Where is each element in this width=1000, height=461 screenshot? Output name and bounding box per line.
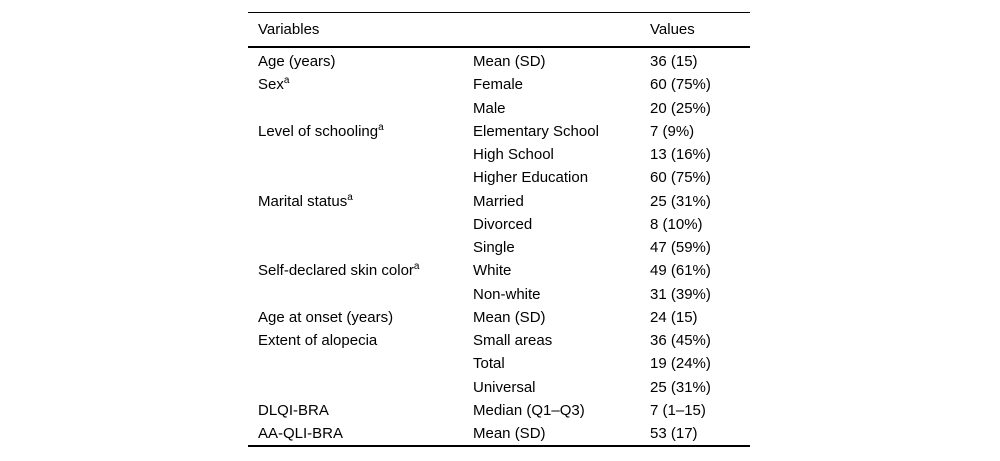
table-row: Marital statusa Married 25 (31%)	[248, 190, 750, 213]
table-row: Extent of alopecia Small areas 36 (45%)	[248, 329, 750, 352]
table-row: Level of schoolinga Elementary School 7 (9…	[248, 120, 750, 143]
table-row: Single 47 (59%)	[248, 236, 750, 259]
column-header-variables: Variables	[248, 12, 473, 48]
table-row: Age (years) Mean (SD) 36 (15)	[248, 47, 750, 73]
category-cell: Female	[473, 76, 524, 94]
category-cell: White	[473, 262, 512, 280]
value-cell: 60 (75%)	[650, 169, 711, 187]
column-header-spacer	[473, 12, 650, 48]
category-cell: Elementary School	[473, 122, 599, 140]
variable-cell: Level of schoolinga	[258, 121, 384, 140]
value-cell: 24 (15)	[650, 308, 698, 326]
table-row: Divorced 8 (10%)	[248, 213, 750, 236]
value-cell: 53 (17)	[650, 425, 698, 443]
table-body: Age (years) Mean (SD) 36 (15) Sexa Female 60 …	[248, 47, 750, 446]
variable-cell: Sexa	[258, 75, 290, 94]
category-cell: Universal	[473, 378, 536, 396]
table-row: Self-declared skin colora White 49 (61%)	[248, 259, 750, 282]
category-cell: Small areas	[473, 332, 553, 350]
variable-cell	[248, 283, 473, 306]
value-cell: 49 (61%)	[650, 262, 711, 280]
variable-cell	[248, 236, 473, 259]
variable-cell	[248, 352, 473, 375]
value-cell: 60 (75%)	[650, 76, 711, 94]
variable-cell: Age at onset (years)	[258, 308, 394, 326]
footnote-marker: a	[347, 191, 353, 203]
category-cell: Mean (SD)	[473, 53, 546, 71]
value-cell: 25 (31%)	[650, 192, 711, 210]
category-cell: Male	[473, 99, 506, 117]
patient-characteristics-table: Variables Values Age (years) Mean (SD) 36 …	[248, 12, 750, 448]
variable-cell	[248, 166, 473, 189]
value-cell: 31 (39%)	[650, 285, 711, 303]
category-cell: Total	[473, 355, 505, 373]
category-cell: Higher Education	[473, 169, 589, 187]
variable-cell: Age (years)	[258, 53, 336, 71]
category-cell: Non-white	[473, 285, 541, 303]
category-cell: Married	[473, 192, 524, 210]
value-cell: 47 (59%)	[650, 239, 711, 257]
value-cell: 20 (25%)	[650, 99, 711, 117]
value-cell: 25 (31%)	[650, 378, 711, 396]
table-row: Non-white 31 (39%)	[248, 283, 750, 306]
value-cell: 7 (1–15)	[650, 401, 706, 419]
table-row: Universal 25 (31%)	[248, 376, 750, 399]
variable-cell: AA-QLI-BRA	[258, 425, 344, 443]
category-cell: Mean (SD)	[473, 425, 546, 443]
value-cell: 36 (15)	[650, 53, 698, 71]
variable-cell: DLQI-BRA	[258, 401, 329, 419]
footnote-marker: a	[283, 75, 290, 87]
value-cell: 19 (24%)	[650, 355, 711, 373]
table-row: DLQI-BRA Median (Q1–Q3) 7 (1–15)	[248, 399, 750, 422]
footnote-marker: a	[378, 121, 384, 133]
category-cell: Median (Q1–Q3)	[473, 401, 585, 419]
category-cell: Single	[473, 239, 515, 257]
variable-cell	[248, 213, 473, 236]
category-cell: Mean (SD)	[473, 308, 546, 326]
table-row: AA-QLI-BRA Mean (SD) 53 (17)	[248, 422, 750, 446]
table-row: Sexa Female 60 (75%)	[248, 73, 750, 96]
category-cell: Divorced	[473, 215, 533, 233]
value-cell: 13 (16%)	[650, 146, 711, 164]
variable-cell: Self-declared skin colora	[258, 261, 420, 280]
stats-table: Variables Values Age (years) Mean (SD) 36 …	[248, 12, 750, 448]
variable-cell: Extent of alopecia	[258, 332, 378, 350]
value-cell: 36 (45%)	[650, 332, 711, 350]
table-row: Age at onset (years) Mean (SD) 24 (15)	[248, 306, 750, 329]
value-cell: 7 (9%)	[650, 122, 695, 140]
variable-cell	[248, 376, 473, 399]
variable-cell	[248, 143, 473, 166]
table-row: Total 19 (24%)	[248, 352, 750, 375]
table-row: High School 13 (16%)	[248, 143, 750, 166]
table-row: Male 20 (25%)	[248, 97, 750, 120]
table-header-row: Variables Values	[248, 12, 750, 48]
table-row: Higher Education 60 (75%)	[248, 166, 750, 189]
variable-cell: Marital statusa	[258, 191, 353, 210]
category-cell: High School	[473, 146, 554, 164]
column-header-values: Values	[650, 12, 750, 48]
value-cell: 8 (10%)	[650, 215, 703, 233]
variable-cell	[248, 97, 473, 120]
footnote-marker: a	[413, 261, 420, 273]
